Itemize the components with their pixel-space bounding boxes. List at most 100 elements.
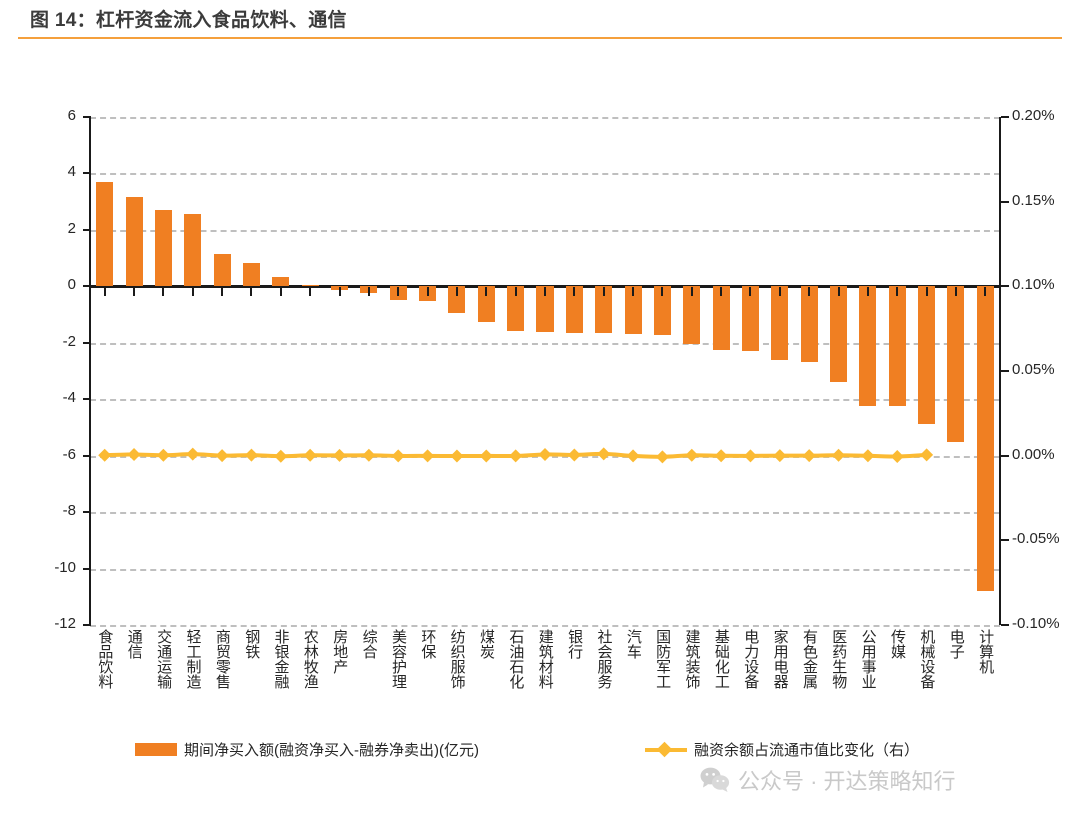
category-tick xyxy=(397,287,400,297)
category-label: 轻工制造 xyxy=(184,629,202,689)
category-label: 纺织服饰 xyxy=(448,629,466,689)
right-axis-tick-label: 0.20% xyxy=(1012,107,1055,124)
bar xyxy=(96,181,114,287)
category-label: 建筑装饰 xyxy=(683,629,701,689)
watermark-text: 公众号 · 开达策略知行 xyxy=(738,769,956,794)
category-label: 国防军工 xyxy=(654,629,672,689)
bar xyxy=(918,286,936,425)
category-tick xyxy=(455,287,458,297)
bar xyxy=(184,213,202,287)
category-tick xyxy=(602,287,605,297)
left-axis-tick xyxy=(83,341,91,344)
bar xyxy=(830,286,848,383)
category-tick xyxy=(984,287,987,297)
category-tick xyxy=(485,287,488,297)
left-axis-tick-label: 0 xyxy=(67,276,76,294)
bar xyxy=(213,254,231,287)
right-axis-tick-label: 0.05% xyxy=(1012,361,1055,378)
category-tick xyxy=(338,287,341,297)
left-axis-tick-label: -8 xyxy=(62,502,76,520)
bar xyxy=(771,286,789,360)
gridline xyxy=(90,342,1000,345)
line-marker xyxy=(626,449,640,463)
right-axis-tick-label: 0.10% xyxy=(1012,276,1055,294)
category-label: 基础化工 xyxy=(712,629,730,689)
category-label: 汽车 xyxy=(624,629,642,659)
bar xyxy=(888,286,906,407)
bar xyxy=(448,286,466,313)
line-marker xyxy=(333,448,347,462)
legend-label-bar: 期间净买入额(融资净买入-融券净卖出)(亿元) xyxy=(184,741,479,759)
bar xyxy=(976,286,994,592)
gridline xyxy=(90,117,1000,119)
right-axis-tick-label: 0.00% xyxy=(1012,445,1055,463)
gridline xyxy=(90,173,1000,176)
left-axis-tick xyxy=(83,398,91,401)
category-label: 社会服务 xyxy=(595,629,613,689)
left-axis-tick-label: -2 xyxy=(62,332,76,350)
line-marker xyxy=(685,448,699,462)
gridline xyxy=(90,568,1000,571)
category-label: 石油石化 xyxy=(507,629,525,689)
right-axis-tick xyxy=(1001,285,1009,288)
left-axis-tick-label: -12 xyxy=(54,615,76,632)
line-marker xyxy=(450,449,464,463)
line-marker xyxy=(479,449,493,463)
line-marker xyxy=(743,449,757,463)
category-label: 电子 xyxy=(947,629,965,659)
category-label: 传媒 xyxy=(889,629,906,659)
category-label: 公用事业 xyxy=(859,629,877,689)
category-tick xyxy=(544,287,546,297)
gridline xyxy=(90,399,1000,402)
category-tick xyxy=(133,287,136,297)
gridline xyxy=(90,625,1000,627)
left-axis-tick-label: -6 xyxy=(62,445,76,463)
bar xyxy=(301,284,319,287)
bar xyxy=(741,286,759,351)
category-tick xyxy=(221,287,224,297)
category-tick xyxy=(749,287,752,297)
category-label: 交通运输 xyxy=(155,629,173,689)
chart-header: 图 14：杠杆资金流入食品饮料、通信 xyxy=(0,0,1080,46)
left-axis xyxy=(89,117,91,625)
category-tick xyxy=(367,287,370,297)
left-axis-tick-label: -10 xyxy=(54,558,76,576)
category-label: 机械设备 xyxy=(918,629,936,689)
line-marker xyxy=(773,449,787,463)
category-tick xyxy=(896,287,899,297)
bar xyxy=(536,286,554,333)
right-axis-tick xyxy=(1001,200,1009,203)
line-marker xyxy=(509,449,523,463)
category-label: 钢铁 xyxy=(243,629,261,659)
line-marker xyxy=(391,449,405,463)
page-title: 图 14：杠杆资金流入食品饮料、通信 xyxy=(30,10,347,31)
bar xyxy=(242,262,260,287)
gridline xyxy=(90,512,1000,515)
line-marker xyxy=(421,449,435,463)
category-label: 商贸零售 xyxy=(213,629,231,689)
right-axis-tick xyxy=(1001,539,1009,542)
category-label: 环保 xyxy=(419,629,437,659)
category-tick xyxy=(426,287,429,297)
right-axis xyxy=(999,117,1001,625)
right-axis-tick-label: -0.05% xyxy=(1012,530,1060,548)
category-label: 煤炭 xyxy=(478,629,496,659)
left-axis-tick xyxy=(83,285,91,288)
left-axis-tick-label: 4 xyxy=(67,163,76,181)
category-label: 建筑材料 xyxy=(536,629,554,689)
line-marker xyxy=(156,448,170,462)
line-marker xyxy=(832,448,846,462)
category-label: 有色金属 xyxy=(800,629,818,689)
right-axis-tick-label: 0.15% xyxy=(1012,191,1055,209)
category-label: 通信 xyxy=(125,629,143,659)
bar xyxy=(653,286,671,336)
category-tick xyxy=(661,287,664,297)
left-axis-tick xyxy=(83,624,91,626)
bar xyxy=(859,286,877,406)
line-marker xyxy=(597,447,611,461)
line-marker xyxy=(890,449,904,463)
bar xyxy=(477,286,495,322)
category-label: 计算机 xyxy=(977,629,995,674)
line-marker xyxy=(274,449,288,463)
category-tick xyxy=(103,287,106,297)
